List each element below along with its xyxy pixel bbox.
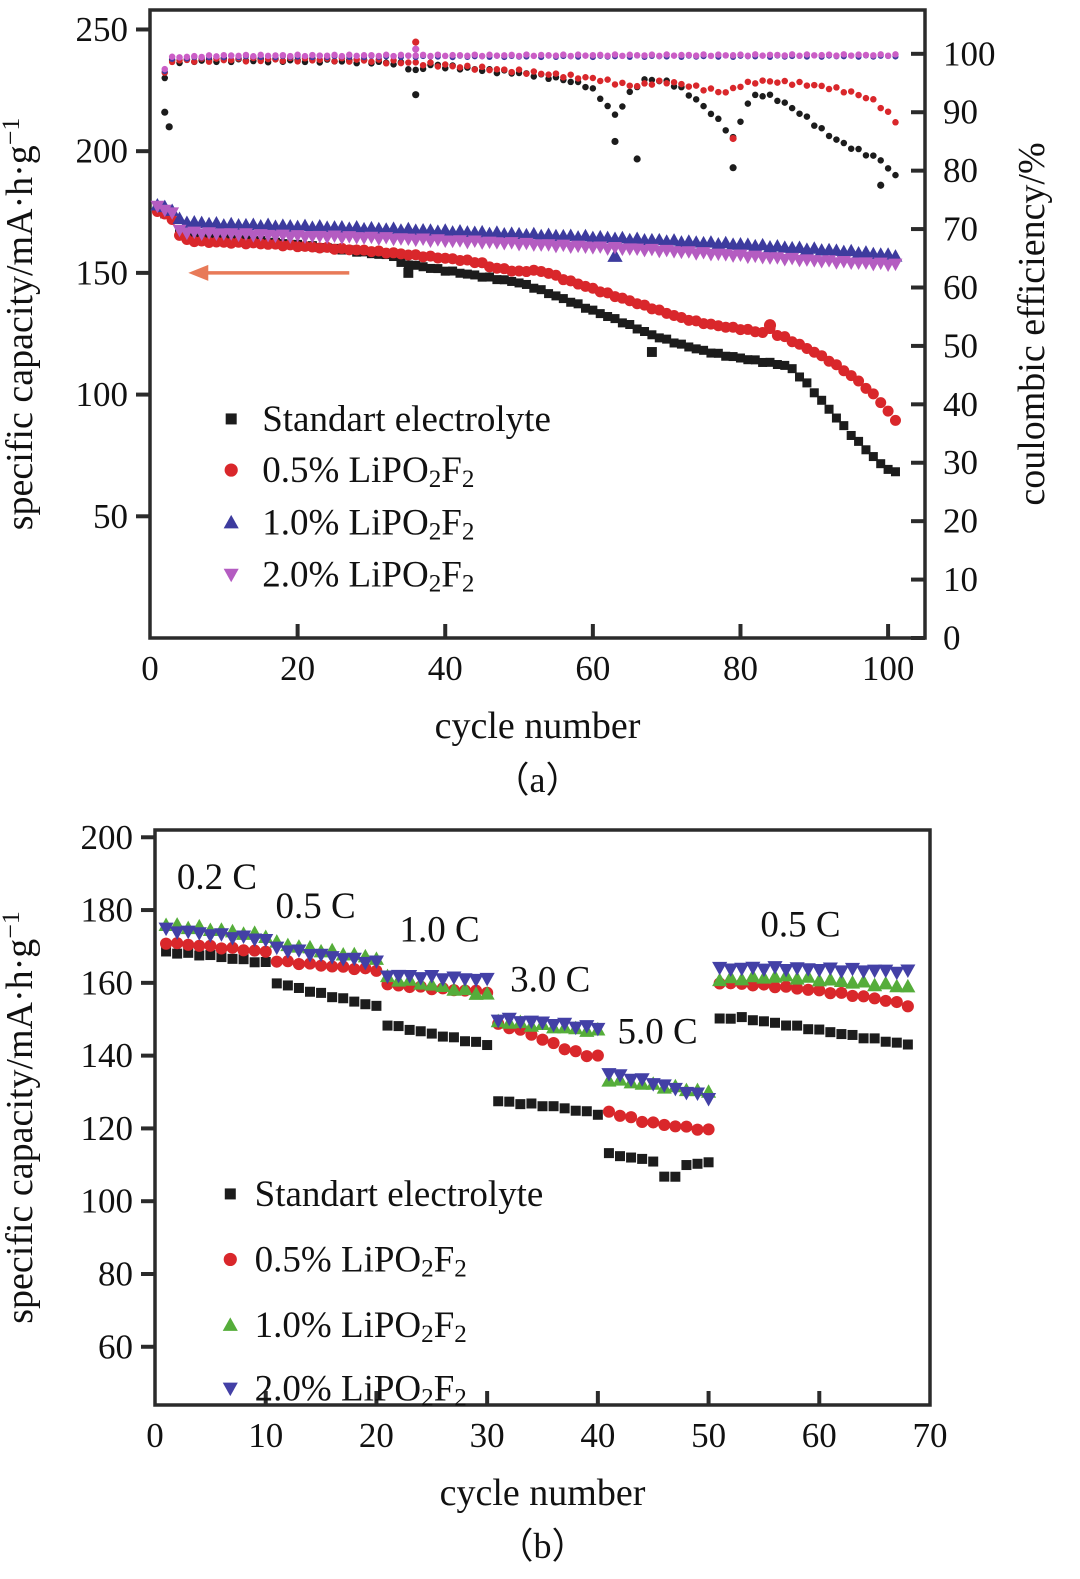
x-axis-title: cycle number xyxy=(440,1472,646,1514)
x-tick-label: 70 xyxy=(913,1416,948,1455)
x-tick-label: 60 xyxy=(575,649,610,688)
rate-label: 3.0 C xyxy=(510,959,590,1000)
legend-marker-square xyxy=(225,413,237,425)
rate-label: 0.2 C xyxy=(177,857,257,898)
y-left-tick-label: 150 xyxy=(76,253,129,292)
x-axis-title: cycle number xyxy=(435,705,641,747)
y-right-tick-label: 20 xyxy=(943,502,978,541)
y-left-axis-title: specific capacity/mA·h·g−1 xyxy=(0,911,41,1324)
panel-a-legend: Standart electrolyte 0.5% LiPO2F2 1.0% LiP… xyxy=(223,398,551,597)
series-standard-electrolyte-efficiency xyxy=(161,55,899,189)
y-left-tick-label: 180 xyxy=(81,891,134,930)
y-left-axis-title: specific capacity/mA·h·g−1 xyxy=(0,118,41,531)
legend-label: 0.5% LiPO2F2 xyxy=(262,450,474,493)
y-left-tick-label: 100 xyxy=(81,1182,134,1221)
y-right-tick-label: 50 xyxy=(943,326,978,365)
x-tick-label: 100 xyxy=(862,649,915,688)
legend-marker-tridown xyxy=(222,1382,238,1397)
panel-b-rate-chart: 60 80 100 120 140 160 180 200 0 10 20 30 40 50 60 70 spe… xyxy=(0,818,948,1566)
y-left-tick-label: 140 xyxy=(81,1036,134,1075)
x-tick-label: 50 xyxy=(691,1416,726,1455)
x-tick-label: 0 xyxy=(141,649,159,688)
y-right-tick-label: 40 xyxy=(943,385,978,424)
panel-label: （a） xyxy=(494,760,582,800)
series-lipo2f2-0.5-efficiency xyxy=(161,38,899,143)
y-right-tick-label: 60 xyxy=(943,268,978,307)
panel-a-frame: 50 100 150 200 250 0 10 20 30 40 50 60 70 80 90 100 0 20 4… xyxy=(0,8,1053,800)
series-lipo2f2-2.0-efficiency xyxy=(161,45,899,73)
y-left-tick-label: 120 xyxy=(81,1109,134,1148)
panel-b-legend: Standart electrolyte 0.5% LiPO2F2 1.0% LiP… xyxy=(222,1173,544,1411)
y-left-tick-label: 200 xyxy=(81,818,134,857)
series-lipo2f2-2.0 xyxy=(158,922,916,1107)
rate-label: 5.0 C xyxy=(618,1011,698,1052)
x-tick-label: 0 xyxy=(146,1416,164,1455)
y-left-tick-label: 50 xyxy=(93,497,128,536)
legend-marker-tridown xyxy=(223,568,239,583)
rate-label: 1.0 C xyxy=(399,910,479,951)
panel-label: （b） xyxy=(497,1526,587,1566)
legend-marker-triup xyxy=(222,1317,238,1331)
capacity-axis-arrow xyxy=(188,264,350,281)
panel-b-frame: 60 80 100 120 140 160 180 200 0 10 20 30 40 50 60 70 spe… xyxy=(0,818,948,1566)
legend-marker-circle xyxy=(223,1252,237,1267)
legend-marker-circle xyxy=(224,463,238,477)
y-left-tick-label: 100 xyxy=(76,375,129,414)
y-right-tick-label: 10 xyxy=(943,560,978,599)
legend-label: Standart electrolyte xyxy=(255,1173,544,1214)
y-right-tick-label: 30 xyxy=(943,443,978,482)
legend-label: 1.0% LiPO2F2 xyxy=(262,502,474,545)
y-left-tick-label: 160 xyxy=(81,963,134,1002)
x-tick-label: 10 xyxy=(248,1416,283,1455)
legend-label: 1.0% LiPO2F2 xyxy=(255,1304,467,1347)
y-right-axis-title: coulombic efficiency/% xyxy=(1011,142,1053,505)
x-tick-label: 60 xyxy=(802,1416,837,1455)
y-left-tick-label: 60 xyxy=(98,1327,133,1366)
x-tick-label: 80 xyxy=(723,649,758,688)
rate-label: 0.5 C xyxy=(760,904,840,945)
rate-label: 0.5 C xyxy=(275,886,355,927)
y-right-tick-label: 70 xyxy=(943,210,978,249)
x-tick-label: 20 xyxy=(359,1416,394,1455)
legend-marker-square xyxy=(224,1188,236,1200)
x-tick-label: 40 xyxy=(580,1416,615,1455)
legend-label: Standart electrolyte xyxy=(262,398,551,439)
series-standard-electrolyte xyxy=(161,946,913,1182)
series-lipo2f2-2.0-capacity xyxy=(150,200,903,272)
x-tick-label: 30 xyxy=(470,1416,505,1455)
y-right-tick-label: 0 xyxy=(943,619,961,658)
y-right-tick-label: 90 xyxy=(943,93,978,132)
panel-a-cycling-chart: 50 100 150 200 250 0 10 20 30 40 50 60 70 80 90 100 0 20 4… xyxy=(0,8,1053,800)
legend-label: 2.0% LiPO2F2 xyxy=(255,1368,467,1411)
legend-marker-triup xyxy=(223,514,239,529)
y-left-tick-label: 250 xyxy=(76,10,129,49)
legend-label: 0.5% LiPO2F2 xyxy=(255,1239,467,1282)
x-tick-label: 40 xyxy=(428,649,463,688)
x-tick-label: 20 xyxy=(280,649,315,688)
y-left-tick-label: 200 xyxy=(76,132,129,171)
legend-label: 2.0% LiPO2F2 xyxy=(262,554,474,597)
y-left-tick-label: 80 xyxy=(98,1254,133,1293)
y-right-tick-label: 80 xyxy=(943,151,978,190)
y-right-tick-label: 100 xyxy=(943,34,996,73)
